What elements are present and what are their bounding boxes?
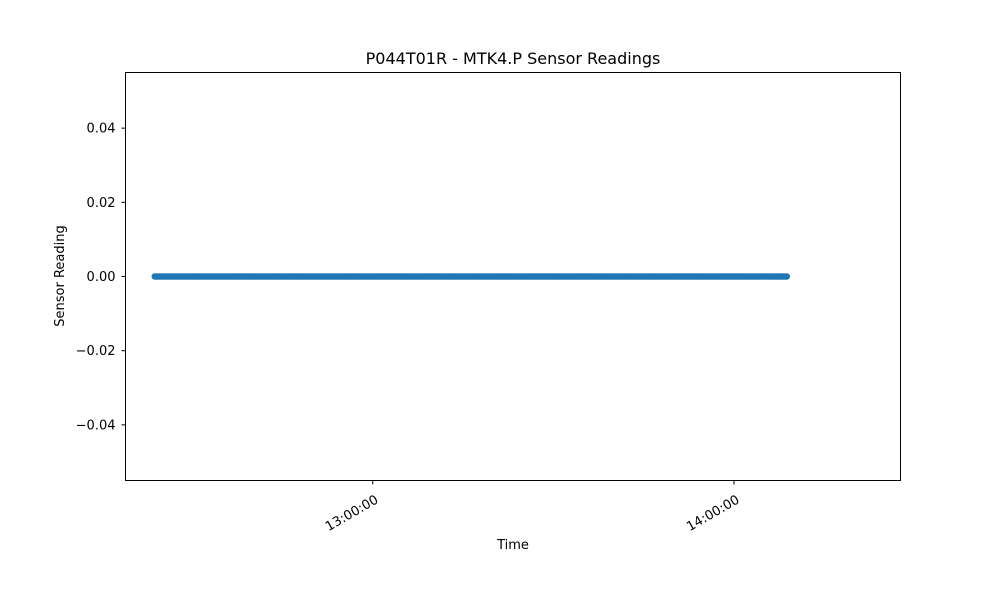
y-axis-label: Sensor Reading [53,225,68,326]
y-axis-ticks: 0.04 0.02 0.00 −0.02 −0.04 [76,122,126,433]
y-tick-label: −0.02 [76,344,116,359]
data-point [783,273,791,280]
data-points-layer [151,273,791,280]
x-axis-label: Time [496,538,529,553]
y-tick-label: 0.02 [87,196,116,211]
y-tick-label: 0.04 [87,122,116,137]
chart-title: P044T01R - MTK4.P Sensor Readings [366,49,661,68]
y-tick-label: −0.04 [76,418,116,433]
y-tick-label: 0.00 [87,270,116,285]
